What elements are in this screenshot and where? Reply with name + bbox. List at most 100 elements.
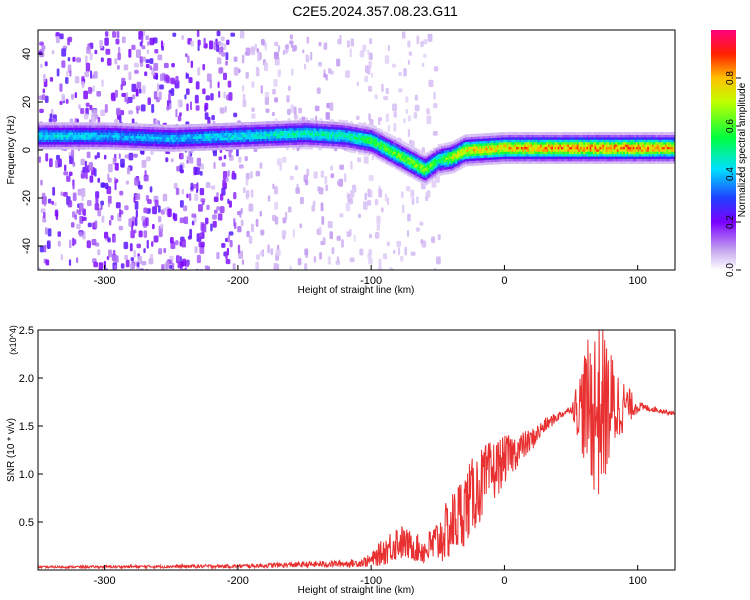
spectrogram-ridge-cell (194, 147, 198, 151)
spectrogram-ridge-cell (284, 137, 288, 141)
spectrogram-cell (216, 206, 221, 211)
spectrogram-ridge-cell (325, 126, 329, 130)
spectrogram-ridge-cell (346, 137, 350, 141)
spectrogram-cell (115, 107, 121, 116)
spectrogram-ridge-cell (113, 129, 117, 133)
spectrogram-cell (104, 104, 108, 113)
spectrogram-cell (44, 95, 49, 103)
spectrogram-ridge-cell (458, 154, 462, 158)
spectrogram-ridge-cell (501, 160, 505, 164)
spectrogram-ridge-cell (130, 128, 134, 132)
spectrogram-ridge-cell (279, 137, 283, 141)
spectrogram-ridge-cell (183, 145, 187, 149)
spectrogram-ridge-cell (247, 126, 251, 130)
spectrogram-ridge-cell (250, 121, 254, 125)
spectrogram-ridge-cell (57, 132, 61, 135)
spectrogram-ridge-cell (570, 160, 574, 164)
spectrogram-cell (76, 223, 81, 230)
spectrogram-cell (284, 211, 288, 221)
spectrogram-cell (320, 170, 325, 178)
spectrogram-ridge-cell (167, 129, 171, 133)
spectrogram-cell (226, 39, 230, 46)
spectrogram-ridge-cell (265, 126, 269, 130)
spectrogram-ridge-cell (165, 139, 169, 143)
spectrogram-ridge-cell (549, 151, 553, 155)
spectrogram-ridge-cell (213, 128, 217, 132)
spectrogram-ridge-cell (361, 146, 365, 150)
spectrogram-ridge-cell (431, 153, 435, 157)
spectrogram-ridge-cell (185, 148, 189, 152)
spectrogram-ridge-cell (181, 148, 185, 152)
spectrogram-ridge-cell (58, 136, 62, 140)
spectrogram-ridge-cell (241, 124, 245, 128)
spectrogram-ridge-cell (77, 127, 81, 131)
spectrogram-ridge-cell (89, 132, 93, 135)
spectrogram-cell (124, 205, 129, 211)
spectrogram-ridge-cell (332, 138, 336, 142)
spectrogram-ridge-cell (361, 144, 365, 148)
spectrogram-cell (393, 249, 396, 255)
spectrogram-cell (44, 200, 47, 207)
spectrogram-ridge-cell (564, 134, 568, 138)
spectrogram-cell (324, 175, 328, 185)
spectrogram-ridge-cell (284, 144, 288, 148)
spectrogram-ridge-cell (193, 128, 197, 132)
spectrogram-ridge-cell (297, 129, 301, 133)
spectrogram-ridge-cell (183, 136, 187, 140)
spectrogram-ridge-cell (496, 137, 500, 141)
spectrogram-ridge-cell (289, 144, 293, 148)
spectrogram-cell (117, 52, 121, 61)
spectrogram-ridge-cell (554, 132, 558, 135)
spectrogram-ridge-cell (327, 126, 331, 130)
spectrogram-ridge-cell (431, 163, 435, 167)
spectrogram-cell (217, 213, 223, 221)
spectrogram-ridge-cell (172, 127, 176, 131)
spectrogram-ridge-cell (68, 136, 72, 140)
spectrogram-ridge-cell (516, 153, 520, 157)
spectrogram-ridge-cell (500, 134, 504, 138)
spectrogram-ridge-cell (223, 125, 227, 129)
spectrogram-ridge-cell (156, 141, 160, 145)
spectrogram-ridge-cell (504, 160, 508, 164)
spectrogram-ridge-cell (375, 155, 379, 159)
spectrogram-ridge-cell (556, 151, 560, 155)
spectrogram-cell (248, 203, 254, 212)
spectrogram-ridge-cell (98, 144, 102, 147)
spectrogram-ridge-cell (305, 134, 309, 138)
spectrogram-ridge-cell (172, 136, 176, 140)
spectrogram-ridge-cell (293, 144, 297, 148)
spectrogram-ridge-cell (463, 149, 467, 153)
spectrogram-cell (325, 184, 329, 192)
spectrogram-cell (70, 222, 75, 228)
spectrogram-ridge-cell (452, 155, 456, 159)
spectrogram-cell (41, 94, 46, 101)
spectrogram-ridge-cell (353, 140, 357, 144)
spectrogram-cell (294, 165, 299, 171)
spectrogram-ridge-cell (530, 151, 534, 155)
spectrogram-ridge-cell (274, 137, 278, 141)
spectrogram-ridge-cell (157, 124, 161, 128)
spectrogram-ridge-cell (452, 165, 456, 169)
spectrogram-cell (374, 232, 380, 239)
spectrogram-ridge-cell (173, 146, 177, 150)
spectrogram-ridge-cell (565, 136, 569, 140)
spectrogram-cell (298, 107, 303, 114)
spectrogram-ridge-cell (372, 144, 376, 148)
spectrogram-ridge-cell (466, 160, 470, 164)
spectrogram-cell (384, 55, 390, 64)
spectrogram-ridge-cell (333, 131, 337, 135)
spectrogram-ridge-cell (549, 158, 553, 162)
spectrogram-ridge-cell (153, 140, 157, 144)
spectrogram-ridge-cell (533, 148, 537, 152)
spectrogram-ridge-cell (373, 150, 377, 154)
spectrogram-ridge-cell (205, 128, 209, 132)
spectrogram-ridge-cell (300, 120, 304, 124)
spectrogram-ridge-cell (193, 133, 197, 137)
spectrogram-ridge-cell (217, 142, 221, 146)
spectrogram-ridge-cell (255, 121, 259, 125)
spectrogram-ridge-cell (258, 126, 262, 130)
spectrogram-ridge-cell (404, 157, 408, 161)
spectrogram-ridge-cell (157, 145, 161, 149)
spectrogram-ridge-cell (442, 155, 446, 159)
spectrogram-ridge-cell (389, 154, 393, 158)
